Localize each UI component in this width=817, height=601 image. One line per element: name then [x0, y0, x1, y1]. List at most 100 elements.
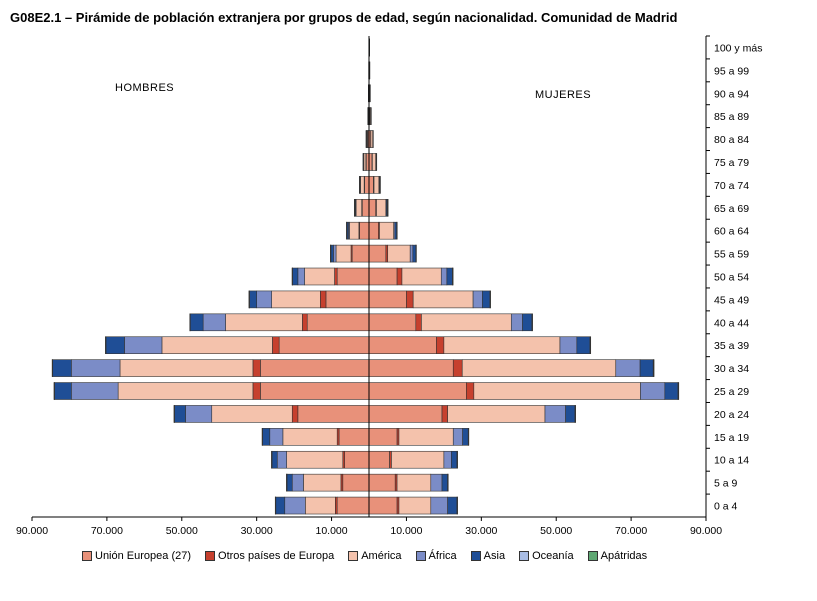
- bar-hombres-15-a-19-s3: [269, 428, 284, 446]
- bar-mujeres-5-a-9-s2: [396, 473, 432, 492]
- x-tick-label: 70.000: [615, 525, 647, 537]
- age-group-label: 10 a 14: [714, 455, 749, 467]
- bar-mujeres-55-a-59-s2: [387, 244, 411, 263]
- legend-swatch: [519, 551, 530, 561]
- bar-hombres-55-a-59-s0: [351, 244, 370, 263]
- legend-label: África: [428, 550, 457, 562]
- age-group-label: 40 a 44: [714, 317, 749, 329]
- bar-hombres-45-a-49-s1: [320, 290, 327, 309]
- bar-mujeres-20-a-24-s1: [441, 405, 448, 423]
- age-group-label: 35 a 39: [714, 340, 749, 352]
- legend-swatch: [82, 551, 92, 561]
- bar-hombres-0-a-4-s6: [274, 496, 277, 515]
- bar-mujeres-30-a-34-s0: [368, 359, 454, 377]
- bar-hombres-50-a-54-s3: [297, 267, 305, 286]
- x-tick-label: 70.000: [91, 525, 123, 537]
- bar-hombres-10-a-14-s6: [271, 450, 273, 469]
- bar-hombres-5-a-9-s6: [286, 473, 288, 492]
- bar-hombres-0-a-4-s0: [336, 496, 370, 515]
- legend-item: Apátridas: [587, 550, 647, 562]
- bar-hombres-20-a-24-s3: [185, 405, 213, 423]
- bar-mujeres-60-a-64-s6: [396, 221, 398, 240]
- legend-swatch: [470, 551, 481, 561]
- age-group-label: 95 a 99: [714, 65, 749, 77]
- bar-hombres-5-a-9-s3: [291, 473, 304, 492]
- age-group-label: 90 a 94: [714, 88, 749, 100]
- legend-swatch: [587, 551, 598, 561]
- age-group-label: 30 a 34: [714, 363, 749, 375]
- bar-hombres-50-a-54-s0: [336, 267, 370, 286]
- legend-label: Otros países de Europa: [218, 550, 335, 562]
- age-group-label: 15 a 19: [714, 432, 749, 444]
- age-group-label: 60 a 64: [714, 226, 749, 238]
- bar-mujeres-50-a-54-s3: [440, 267, 448, 286]
- bar-hombres-30-a-34-s0: [260, 359, 370, 377]
- bar-hombres-40-a-44-s4: [189, 313, 204, 332]
- bar-hombres-65-a-69-s2: [355, 199, 362, 217]
- bar-mujeres-30-a-34-s2: [461, 359, 617, 377]
- bar-mujeres-40-a-44-s1: [415, 313, 422, 332]
- bar-mujeres-35-a-39-s3: [559, 336, 578, 354]
- bar-hombres-60-a-64-s0: [359, 221, 370, 240]
- x-tick-label: 30.000: [465, 525, 497, 537]
- bar-mujeres-10-a-14-s6: [456, 450, 458, 469]
- bar-mujeres-5-a-9-s6: [447, 473, 449, 492]
- bar-hombres-50-a-54-s1: [334, 267, 338, 286]
- bar-hombres-25-a-29-s3: [71, 382, 119, 400]
- bar-hombres-5-a-9-s2: [303, 473, 342, 492]
- bar-mujeres-25-a-29-s6: [677, 382, 680, 400]
- bar-hombres-20-a-24-s4: [173, 405, 186, 423]
- bar-mujeres-45-a-49-s0: [368, 290, 407, 309]
- bar-hombres-25-a-29-s1: [252, 382, 261, 400]
- bar-hombres-60-a-64-s6: [346, 221, 348, 240]
- bar-mujeres-35-a-39-s0: [368, 336, 437, 354]
- bar-mujeres-50-a-54-s2: [401, 267, 442, 286]
- age-group-label: 75 a 79: [714, 157, 749, 169]
- bar-mujeres-70-a-74-s5: [379, 176, 381, 194]
- legend-swatch: [205, 551, 216, 561]
- bar-mujeres-20-a-24-s2: [447, 405, 546, 423]
- bar-hombres-15-a-19-s2: [282, 428, 338, 446]
- bar-mujeres-50-a-54-s4: [446, 267, 453, 286]
- bar-hombres-45-a-49-s0: [325, 290, 370, 309]
- bar-hombres-10-a-14-s2: [286, 450, 344, 469]
- bar-hombres-70-a-74-s0: [364, 176, 370, 194]
- bar-hombres-85-a-89-s4: [367, 107, 369, 125]
- bar-mujeres-55-a-59-s4: [412, 244, 417, 263]
- bar-mujeres-15-a-19-s4: [462, 428, 469, 446]
- bar-hombres-30-a-34-s4: [52, 359, 72, 377]
- bar-mujeres-60-a-64-s2: [379, 221, 395, 240]
- age-group-label: 85 a 89: [714, 111, 749, 123]
- bar-mujeres-50-a-54-s1: [396, 267, 403, 286]
- bar-mujeres-60-a-64-s0: [368, 221, 379, 240]
- bar-hombres-10-a-14-s0: [344, 450, 370, 469]
- bar-hombres-70-a-74-s2: [360, 176, 365, 194]
- bar-hombres-30-a-34-s3: [71, 359, 121, 377]
- bar-hombres-15-a-19-s6: [261, 428, 263, 446]
- bar-hombres-35-a-39-s0: [278, 336, 370, 354]
- age-group-label: 20 a 24: [714, 409, 749, 421]
- bar-mujeres-45-a-49-s4: [482, 290, 491, 309]
- bar-hombres-65-a-69-s6: [354, 199, 356, 217]
- bar-mujeres-5-a-9-s3: [430, 473, 443, 492]
- bar-hombres-30-a-34-s1: [252, 359, 261, 377]
- bar-mujeres-65-a-69-s2: [376, 199, 387, 217]
- bar-mujeres-70-a-74-s2: [373, 176, 380, 194]
- age-group-label: 80 a 84: [714, 134, 749, 146]
- bar-hombres-60-a-64-s2: [349, 221, 360, 240]
- bar-mujeres-45-a-49-s1: [406, 290, 414, 309]
- bar-mujeres-45-a-49-s6: [489, 290, 491, 309]
- bar-mujeres-75-a-79-s2: [372, 153, 377, 171]
- bar-hombres-70-a-74-s5: [359, 176, 361, 194]
- legend-item: Unión Europea (27): [82, 550, 191, 562]
- bar-hombres-5-a-9-s4: [286, 473, 293, 492]
- hombres-label: HOMBRES: [115, 82, 175, 94]
- bar-hombres-35-a-39-s4: [105, 336, 125, 354]
- legend-swatch: [348, 551, 359, 561]
- bar-mujeres-20-a-24-s3: [544, 405, 566, 423]
- bar-mujeres-10-a-14-s3: [443, 450, 452, 469]
- bar-hombres-25-a-29-s6: [53, 382, 55, 400]
- legend-label: Unión Europea (27): [95, 550, 192, 562]
- bar-mujeres-25-a-29-s2: [473, 382, 641, 400]
- bar-mujeres-20-a-24-s0: [368, 405, 443, 423]
